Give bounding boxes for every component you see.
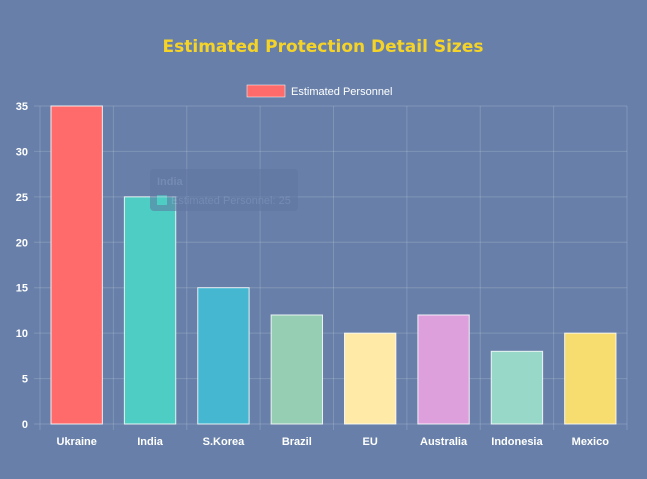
legend-label: Estimated Personnel: [291, 86, 393, 98]
bar-australia[interactable]: [417, 314, 470, 425]
bar-s-korea[interactable]: [197, 287, 250, 425]
chart-title: Estimated Protection Detail Sizes: [163, 37, 484, 57]
x-tick-label: Ukraine: [57, 436, 97, 448]
y-tick-label: 5: [22, 374, 28, 386]
x-tick-label: Indonesia: [491, 436, 543, 448]
tooltip-box: [150, 169, 298, 211]
tooltip-swatch: [157, 195, 167, 205]
bar-ukraine[interactable]: [50, 105, 103, 425]
tooltip-label: Estimated Personnel: 25: [171, 195, 291, 207]
bar-indonesia[interactable]: [490, 350, 544, 425]
y-tick-label: 25: [16, 192, 28, 204]
bar-brazil[interactable]: [270, 314, 323, 425]
y-tick-label: 0: [22, 419, 28, 431]
y-tick-label: 15: [16, 283, 28, 295]
x-tick-label: Brazil: [282, 436, 312, 448]
y-axis-ticks: 0 5 10 15 20 25 30 35: [16, 101, 28, 431]
bar-mexico[interactable]: [564, 332, 617, 425]
y-tick-label: 10: [16, 328, 28, 340]
tooltip-title: India: [157, 176, 184, 188]
legend-swatch: [246, 84, 286, 98]
bar-eu[interactable]: [344, 332, 397, 425]
x-tick-label: India: [137, 436, 164, 448]
legend[interactable]: Estimated Personnel: [246, 84, 393, 98]
x-tick-label: S.Korea: [203, 436, 245, 448]
y-tick-label: 20: [16, 237, 28, 249]
tooltip: India Estimated Personnel: 25: [150, 169, 298, 211]
bars: [50, 105, 617, 425]
x-axis-ticks: Ukraine India S.Korea Brazil EU Australia Indo…: [57, 436, 610, 448]
x-tick-label: EU: [363, 436, 378, 448]
x-tick-label: Mexico: [572, 436, 610, 448]
x-tick-label: Australia: [420, 436, 468, 448]
y-tick-label: 30: [16, 146, 28, 158]
bar-india[interactable]: [123, 196, 177, 425]
y-tick-label: 35: [16, 101, 28, 113]
